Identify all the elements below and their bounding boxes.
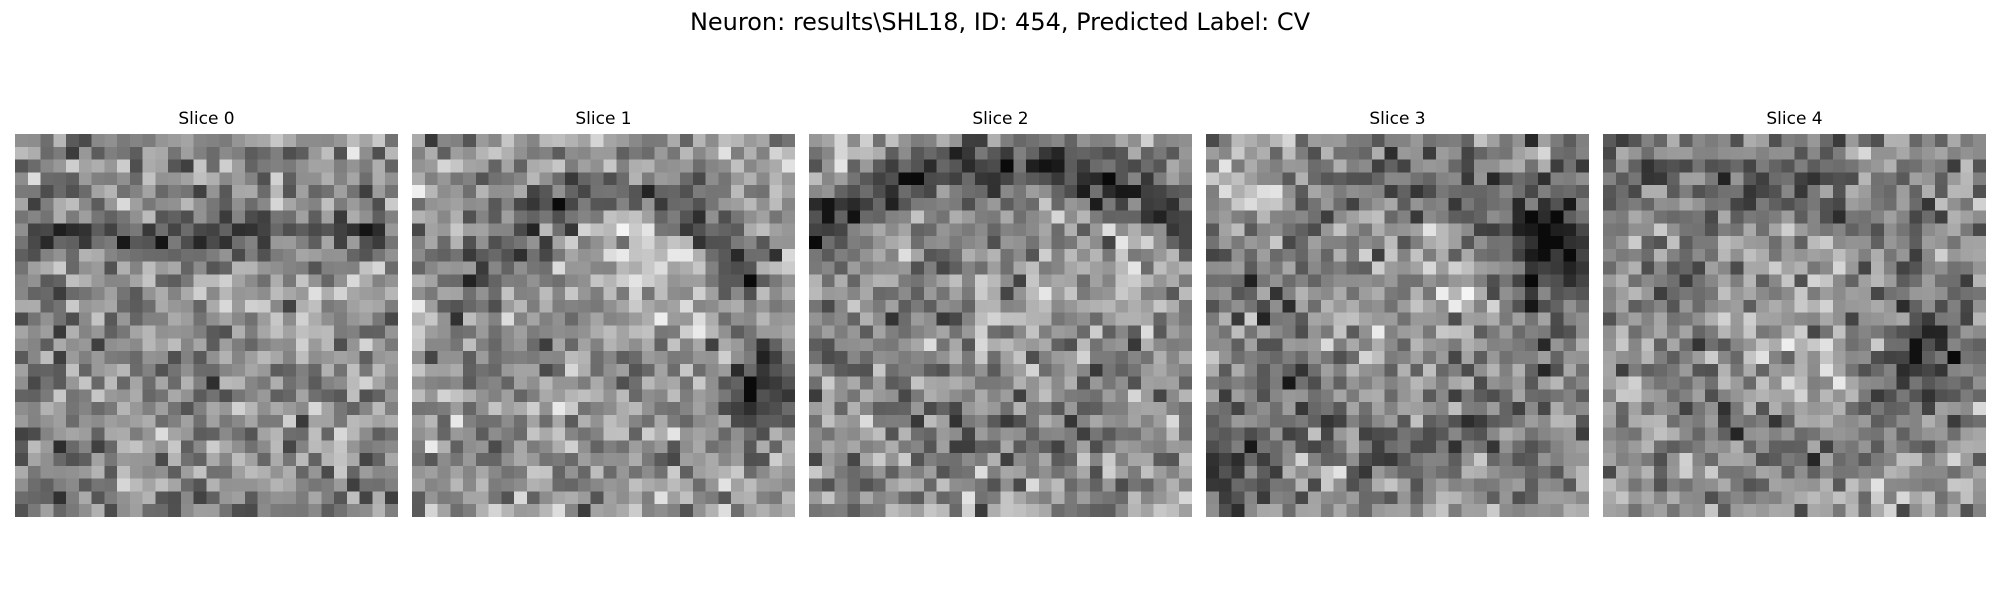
slice-title: Slice 4 (1766, 109, 1823, 129)
slice-canvas (15, 134, 398, 517)
slice-panel-3: Slice 3 (1206, 108, 1589, 517)
slice-image (15, 134, 398, 517)
slice-panel-0: Slice 0 (15, 108, 398, 517)
figure-title: Neuron: results\SHL18, ID: 454, Predicte… (689, 8, 1311, 36)
slice-image (412, 134, 795, 517)
slice-canvas (1603, 134, 1986, 517)
slice-panel-1: Slice 1 (412, 108, 795, 517)
slice-canvas (412, 134, 795, 517)
slice-panel-4: Slice 4 (1603, 108, 1986, 517)
slice-title: Slice 1 (575, 109, 632, 129)
slice-image (809, 134, 1192, 517)
slice-panel-2: Slice 2 (809, 108, 1192, 517)
slice-title: Slice 2 (972, 109, 1029, 129)
slice-image (1206, 134, 1589, 517)
slice-title: Slice 0 (178, 109, 235, 129)
slice-title: Slice 3 (1369, 109, 1426, 129)
slice-canvas (809, 134, 1192, 517)
slice-image (1603, 134, 1986, 517)
slice-canvas (1206, 134, 1589, 517)
